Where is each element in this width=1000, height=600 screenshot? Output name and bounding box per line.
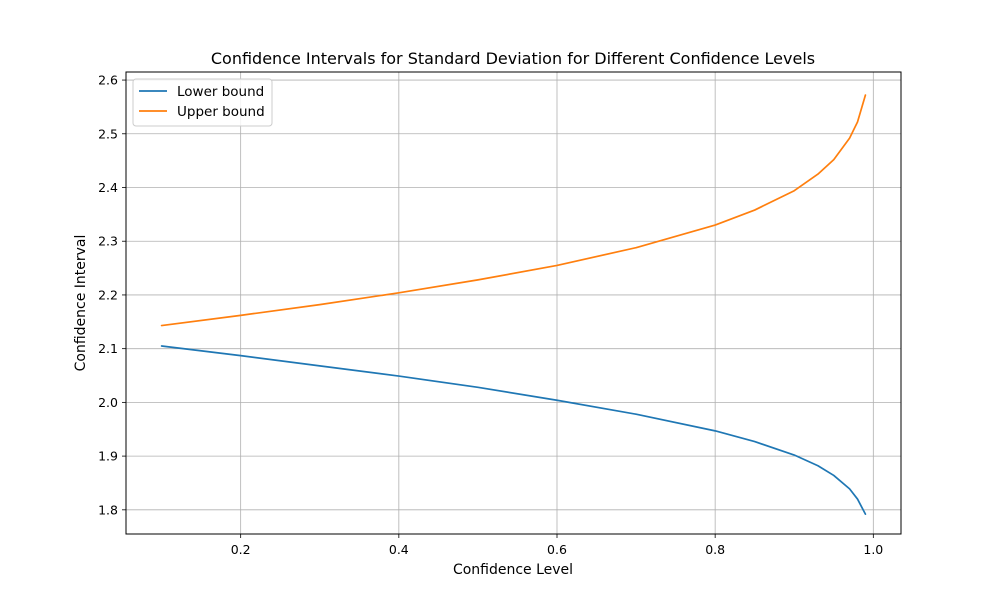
x-tick-label: 0.8 [705,542,725,557]
series-line-lower-bound [160,345,867,515]
series-line-upper-bound [160,94,867,327]
plot-frame [125,71,902,535]
y-tick-label: 2.2 [98,287,118,302]
y-tick-label: 2.5 [98,126,118,141]
x-axis-title: Confidence Level [453,562,573,578]
y-tick-label: 2.4 [98,180,118,195]
chart-title: Confidence Intervals for Standard Deviat… [211,49,815,68]
y-tick-label: 2.6 [98,73,118,88]
y-tick-label: 1.8 [98,502,118,517]
y-tick-label: 2.0 [98,395,118,410]
legend-label: Upper bound [177,104,265,120]
x-tick-label: 0.4 [389,542,409,557]
legend-box [132,78,273,127]
y-tick-label: 2.3 [98,234,118,249]
legend-label: Lower bound [177,84,264,100]
legend: Lower bound Upper bound [132,78,273,127]
y-tick-label: 2.1 [98,341,118,356]
x-axis-ticks: 0.2 0.4 0.6 0.8 1.0 [231,534,883,557]
y-axis-title: Confidence Interval [73,235,89,372]
series-lines [160,94,867,515]
grid-lines [126,72,901,534]
y-tick-label: 1.9 [98,449,118,464]
x-tick-label: 0.6 [547,542,567,557]
x-tick-label: 0.2 [231,542,251,557]
x-tick-label: 1.0 [863,542,883,557]
y-axis-ticks: 1.8 1.9 2.0 2.1 2.2 2.3 2.4 2.5 2.6 [98,73,126,517]
